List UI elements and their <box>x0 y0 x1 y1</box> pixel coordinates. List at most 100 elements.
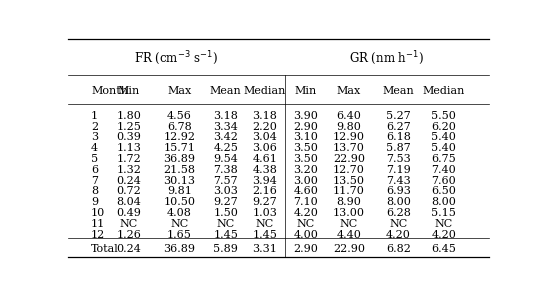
Text: 9.27: 9.27 <box>213 197 238 207</box>
Text: GR (nm h$^{-1}$): GR (nm h$^{-1}$) <box>349 49 424 67</box>
Text: 6.28: 6.28 <box>386 208 411 218</box>
Text: 7.10: 7.10 <box>293 197 318 207</box>
Text: 10.50: 10.50 <box>163 197 195 207</box>
Text: 1.13: 1.13 <box>116 143 141 153</box>
Text: 6.45: 6.45 <box>431 244 456 254</box>
Text: 7.57: 7.57 <box>213 176 238 186</box>
Text: 3.06: 3.06 <box>252 143 277 153</box>
Text: 9.81: 9.81 <box>167 186 192 197</box>
Text: 5.50: 5.50 <box>431 111 456 121</box>
Text: 6.20: 6.20 <box>431 122 456 132</box>
Text: Max: Max <box>337 86 361 97</box>
Text: 13.50: 13.50 <box>333 176 365 186</box>
Text: 7.38: 7.38 <box>213 165 238 175</box>
Text: 3.31: 3.31 <box>252 244 277 254</box>
Text: 6.27: 6.27 <box>386 122 411 132</box>
Text: Total: Total <box>91 244 119 254</box>
Text: 3.50: 3.50 <box>293 154 318 164</box>
Text: Min: Min <box>118 86 140 97</box>
Text: 3.94: 3.94 <box>252 176 277 186</box>
Text: 0.49: 0.49 <box>116 208 141 218</box>
Text: NC: NC <box>389 219 407 229</box>
Text: 0.39: 0.39 <box>116 132 141 142</box>
Text: NC: NC <box>217 219 235 229</box>
Text: Mean: Mean <box>210 86 242 97</box>
Text: 11: 11 <box>91 219 105 229</box>
Text: 6.82: 6.82 <box>386 244 411 254</box>
Text: 30.13: 30.13 <box>163 176 195 186</box>
Text: 3.50: 3.50 <box>293 143 318 153</box>
Text: 1.45: 1.45 <box>213 230 238 240</box>
Text: 0.24: 0.24 <box>116 176 141 186</box>
Text: 8.00: 8.00 <box>386 197 411 207</box>
Text: NC: NC <box>434 219 453 229</box>
Text: 5.87: 5.87 <box>386 143 411 153</box>
Text: Mean: Mean <box>382 86 414 97</box>
Text: 21.58: 21.58 <box>163 165 195 175</box>
Text: 1.26: 1.26 <box>116 230 141 240</box>
Text: 1.45: 1.45 <box>252 230 277 240</box>
Text: 3.90: 3.90 <box>293 111 318 121</box>
Text: 5.40: 5.40 <box>431 132 456 142</box>
Text: 5.27: 5.27 <box>386 111 411 121</box>
Text: 2: 2 <box>91 122 98 132</box>
Text: 8.00: 8.00 <box>431 197 456 207</box>
Text: NC: NC <box>340 219 358 229</box>
Text: 3.04: 3.04 <box>252 132 277 142</box>
Text: 6.78: 6.78 <box>167 122 192 132</box>
Text: 12.92: 12.92 <box>163 132 195 142</box>
Text: 6.93: 6.93 <box>386 186 411 197</box>
Text: 3.34: 3.34 <box>213 122 238 132</box>
Text: 1.32: 1.32 <box>116 165 141 175</box>
Text: 1.03: 1.03 <box>252 208 277 218</box>
Text: 4: 4 <box>91 143 98 153</box>
Text: 6.40: 6.40 <box>337 111 362 121</box>
Text: 8.90: 8.90 <box>337 197 362 207</box>
Text: FR (cm$^{-3}$ s$^{-1}$): FR (cm$^{-3}$ s$^{-1}$) <box>134 49 218 67</box>
Text: 9.54: 9.54 <box>213 154 238 164</box>
Text: 2.20: 2.20 <box>252 122 277 132</box>
Text: 4.40: 4.40 <box>337 230 362 240</box>
Text: 9.80: 9.80 <box>337 122 362 132</box>
Text: 1.25: 1.25 <box>116 122 141 132</box>
Text: Month: Month <box>91 86 128 97</box>
Text: 7.53: 7.53 <box>386 154 411 164</box>
Text: 6.75: 6.75 <box>431 154 456 164</box>
Text: 4.25: 4.25 <box>213 143 238 153</box>
Text: 6.18: 6.18 <box>386 132 411 142</box>
Text: 22.90: 22.90 <box>333 244 365 254</box>
Text: 2.16: 2.16 <box>252 186 277 197</box>
Text: 13.70: 13.70 <box>333 143 365 153</box>
Text: 7.43: 7.43 <box>386 176 411 186</box>
Text: NC: NC <box>256 219 274 229</box>
Text: 22.90: 22.90 <box>333 154 365 164</box>
Text: 1.65: 1.65 <box>167 230 192 240</box>
Text: NC: NC <box>296 219 315 229</box>
Text: 4.00: 4.00 <box>293 230 318 240</box>
Text: Min: Min <box>294 86 317 97</box>
Text: 36.89: 36.89 <box>163 154 195 164</box>
Text: 6.50: 6.50 <box>431 186 456 197</box>
Text: 12.90: 12.90 <box>333 132 365 142</box>
Text: 6: 6 <box>91 165 98 175</box>
Text: 3.20: 3.20 <box>293 165 318 175</box>
Text: 13.00: 13.00 <box>333 208 365 218</box>
Text: 7.60: 7.60 <box>431 176 456 186</box>
Text: 3.10: 3.10 <box>293 132 318 142</box>
Text: 9.27: 9.27 <box>252 197 277 207</box>
Text: 0.24: 0.24 <box>116 244 141 254</box>
Text: 5.15: 5.15 <box>431 208 456 218</box>
Text: 11.70: 11.70 <box>333 186 365 197</box>
Text: 3.42: 3.42 <box>213 132 238 142</box>
Text: 7.19: 7.19 <box>386 165 411 175</box>
Text: 1.72: 1.72 <box>117 154 141 164</box>
Text: 5.89: 5.89 <box>213 244 238 254</box>
Text: NC: NC <box>120 219 138 229</box>
Text: 5: 5 <box>91 154 98 164</box>
Text: 4.20: 4.20 <box>431 230 456 240</box>
Text: 7: 7 <box>91 176 98 186</box>
Text: 2.90: 2.90 <box>293 122 318 132</box>
Text: 9: 9 <box>91 197 98 207</box>
Text: 1: 1 <box>91 111 98 121</box>
Text: 4.61: 4.61 <box>252 154 277 164</box>
